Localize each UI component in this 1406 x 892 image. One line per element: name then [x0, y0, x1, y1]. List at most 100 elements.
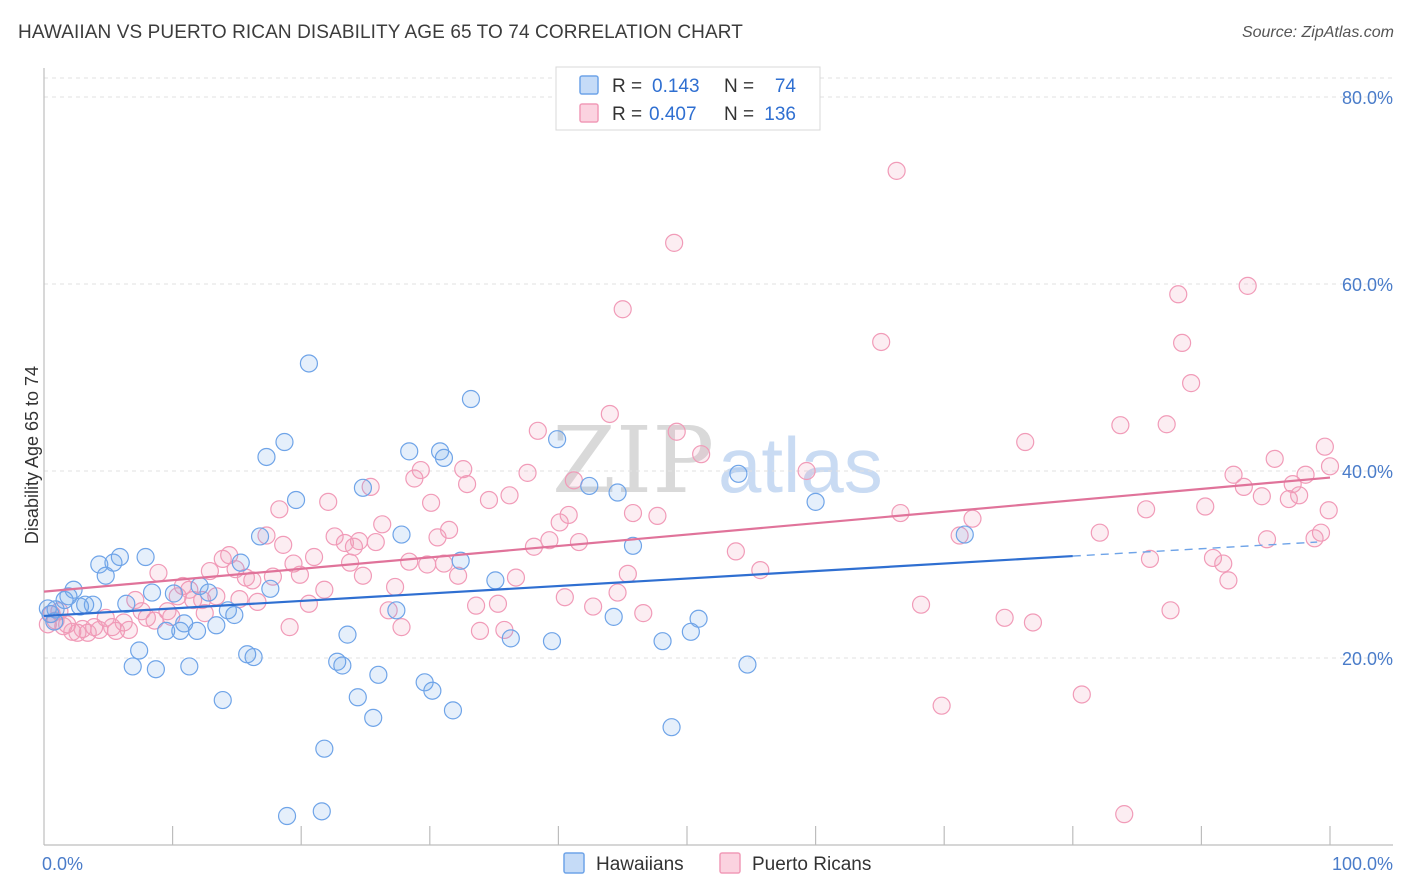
- puerto-rican-point: [1234, 477, 1253, 496]
- hawaiian-point: [400, 442, 419, 461]
- trend-line-puerto-ricans: [43, 476, 1331, 593]
- puerto-rican-point: [270, 500, 289, 519]
- puerto-rican-point: [366, 532, 385, 552]
- hawaiian-point: [348, 688, 367, 707]
- puerto-rican-point: [1140, 549, 1160, 568]
- legend-n-label-2: N =: [724, 104, 754, 125]
- puerto-rican-point: [284, 554, 303, 573]
- hawaiian-point: [392, 525, 411, 544]
- hawaiian-point: [257, 447, 276, 467]
- hawaiian-point: [275, 432, 294, 452]
- hawaiian-point: [604, 607, 623, 626]
- hawaiian-point: [623, 536, 643, 555]
- hawaiian-point: [653, 632, 672, 651]
- legend-r-label-2: R =: [612, 104, 642, 125]
- hawaiian-point: [486, 571, 505, 590]
- puerto-rican-point: [564, 471, 583, 490]
- puerto-rican-point: [1203, 548, 1223, 568]
- puerto-rican-point: [385, 577, 405, 597]
- puerto-rican-point: [506, 568, 526, 587]
- puerto-rican-point: [1315, 437, 1334, 456]
- puerto-rican-point: [872, 332, 891, 352]
- puerto-rican-point: [149, 563, 168, 583]
- puerto-rican-point: [373, 515, 392, 534]
- hawaiian-point: [286, 490, 306, 510]
- puerto-rican-point: [274, 535, 293, 554]
- hawaiian-point: [312, 802, 331, 821]
- hawaiian-point: [207, 616, 226, 635]
- legend-n-value-1: 74: [775, 76, 797, 97]
- hawaiian-point: [423, 681, 442, 700]
- puerto-rican-point: [518, 463, 537, 482]
- bottom-legend-label-hawaiians: Hawaiians: [596, 854, 684, 875]
- hawaiian-point: [662, 718, 681, 737]
- puerto-rican-point: [600, 404, 619, 424]
- legend-swatch-hawaiians: [579, 75, 599, 95]
- puerto-rican-point: [319, 492, 338, 511]
- y-tick-label: 40.0%: [1342, 462, 1393, 482]
- puerto-rican-point: [555, 588, 574, 607]
- puerto-rican-point: [243, 571, 262, 590]
- puerto-rican-point: [1320, 457, 1340, 476]
- hawaiian-point: [244, 647, 263, 667]
- puerto-rican-point: [1115, 805, 1134, 824]
- hawaiian-point: [689, 609, 708, 628]
- puerto-rican-point: [1137, 500, 1156, 519]
- puerto-rican-point: [195, 604, 214, 623]
- hawaiian-point: [136, 547, 155, 567]
- puerto-rican-point: [1257, 530, 1277, 549]
- puerto-rican-point: [454, 460, 473, 479]
- hawaiian-point: [542, 632, 562, 651]
- legend-r-label-1: R =: [612, 76, 642, 97]
- puerto-rican-point: [1173, 333, 1192, 353]
- hawaiian-point: [461, 389, 481, 409]
- hawaiian-point: [250, 527, 270, 546]
- puerto-rican-point: [299, 594, 319, 613]
- series-hawaiians: [38, 354, 974, 826]
- hawaiian-point: [110, 547, 129, 567]
- puerto-rican-point: [1319, 501, 1338, 520]
- legend-bottom: Hawaiians Puerto Ricans: [563, 852, 871, 875]
- legend-top: R = 0.143 N = 74 R = 0.407 N = 136: [555, 66, 821, 131]
- puerto-rican-point: [466, 596, 486, 615]
- puerto-rican-point: [528, 421, 547, 440]
- puerto-rican-point: [126, 590, 145, 610]
- hawaiian-point: [580, 476, 599, 496]
- puerto-rican-point: [751, 561, 770, 580]
- bottom-legend-swatch-hawaiians: [563, 852, 585, 874]
- puerto-rican-point: [479, 490, 499, 510]
- puerto-rican-point: [379, 601, 398, 620]
- trend-lines: [43, 476, 1331, 618]
- series-puerto-ricans: [38, 161, 1340, 824]
- puerto-rican-point: [335, 533, 355, 553]
- hawaiian-point: [364, 708, 383, 727]
- puerto-rican-point: [584, 597, 603, 616]
- puerto-rican-point: [1238, 276, 1257, 295]
- hawaiian-point: [299, 354, 319, 373]
- puerto-rican-point: [623, 503, 643, 523]
- hawaiian-point: [261, 579, 280, 598]
- puerto-rican-point: [618, 564, 637, 583]
- hawaiian-point: [213, 690, 232, 710]
- puerto-rican-point: [1157, 415, 1176, 434]
- x-tick-label: 0.0%: [42, 854, 83, 874]
- hawaiian-point: [729, 464, 748, 483]
- y-tick-label: 80.0%: [1342, 88, 1393, 108]
- puerto-rican-point: [995, 608, 1014, 627]
- y-tick-label: 20.0%: [1342, 649, 1393, 669]
- puerto-rican-point: [891, 503, 910, 523]
- puerto-rican-point: [500, 486, 519, 505]
- puerto-rican-point: [634, 604, 653, 623]
- puerto-rican-point: [248, 592, 267, 612]
- puerto-rican-point: [304, 547, 324, 567]
- hawaiian-point: [443, 701, 463, 720]
- puerto-rican-point: [280, 618, 299, 637]
- hawaiian-point: [83, 595, 102, 614]
- puerto-rican-point: [665, 233, 684, 252]
- puerto-rican-point: [932, 696, 951, 715]
- puerto-rican-point: [353, 566, 373, 585]
- legend-r-value-1: 0.143: [652, 76, 700, 97]
- puerto-rican-point: [1265, 449, 1284, 468]
- puerto-rican-point: [648, 506, 667, 525]
- legend-swatch-puerto-ricans: [579, 103, 599, 123]
